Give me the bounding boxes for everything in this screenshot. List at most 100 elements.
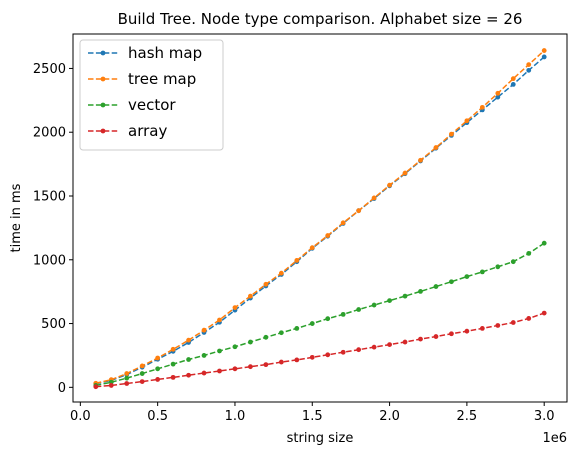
y-tick-label: 2500: [33, 62, 66, 77]
y-axis-title: time in ms: [9, 183, 24, 252]
data-point: [510, 259, 516, 265]
data-point: [155, 377, 161, 382]
data-point: [495, 323, 501, 328]
data-point: [464, 118, 470, 124]
plot-area: [93, 48, 547, 390]
data-point: [464, 328, 470, 334]
data-point: [526, 62, 532, 68]
data-point: [155, 366, 161, 372]
x-tick-label: 0.5: [147, 409, 168, 424]
data-point: [201, 353, 207, 358]
x-tick-label: 2.5: [457, 409, 478, 424]
series-tree-map: [93, 48, 547, 386]
legend-label: hash map: [128, 44, 202, 62]
data-point: [541, 54, 547, 60]
y-tick-label: 2000: [33, 126, 66, 141]
data-point: [495, 94, 501, 100]
data-point: [263, 362, 269, 368]
data-point: [449, 331, 454, 337]
data-point: [278, 270, 284, 276]
data-point: [433, 145, 439, 150]
data-point: [371, 344, 377, 350]
y-axis: 0 500 1000 1500 2000 2500: [33, 62, 73, 396]
data-point: [449, 131, 454, 137]
series-vector: [93, 240, 547, 388]
data-point: [263, 334, 269, 340]
data-point: [325, 233, 331, 238]
data-point: [232, 344, 238, 350]
data-point: [340, 220, 346, 226]
legend: hash map tree map vector array: [79, 39, 224, 151]
data-point: [108, 383, 114, 388]
data-point: [449, 279, 454, 285]
data-point: [541, 48, 547, 53]
plot-frame: [72, 33, 568, 403]
data-point: [170, 374, 176, 380]
data-point: [541, 310, 547, 316]
data-point: [418, 289, 423, 294]
data-point: [510, 81, 516, 87]
data-point: [186, 372, 191, 378]
y-tick-label: 1500: [33, 189, 66, 204]
data-point: [186, 357, 191, 362]
x-axis-offset-label: 1e6: [542, 431, 567, 446]
data-point: [294, 326, 300, 331]
data-point: [356, 347, 362, 353]
data-point: [510, 320, 516, 325]
data-point: [309, 321, 315, 326]
x-tick-label: 3.0: [534, 409, 555, 424]
data-point: [371, 302, 377, 308]
data-point: [124, 381, 130, 386]
data-point: [139, 379, 145, 384]
x-tick-label: 1.5: [302, 409, 323, 424]
data-point: [387, 342, 392, 347]
data-point: [387, 182, 392, 188]
legend-marker: [100, 128, 106, 134]
data-point: [217, 368, 222, 374]
data-point: [217, 348, 222, 354]
data-point: [263, 281, 269, 287]
series-line: [95, 56, 545, 385]
chart-title: Build Tree. Node type comparison. Alphab…: [118, 10, 523, 28]
data-point: [526, 250, 532, 256]
data-point: [325, 316, 331, 322]
data-point: [232, 366, 238, 372]
series-array: [93, 310, 547, 390]
data-point: [433, 334, 439, 339]
data-point: [170, 346, 176, 352]
legend-marker: [100, 102, 106, 108]
data-point: [186, 337, 191, 343]
series-line: [95, 242, 545, 387]
data-point: [309, 354, 315, 360]
data-point: [541, 240, 547, 246]
data-point: [309, 245, 315, 251]
y-tick-label: 500: [41, 317, 66, 332]
data-point: [526, 316, 532, 321]
series-line: [95, 312, 545, 388]
data-point: [155, 355, 161, 361]
y-tick-label: 1000: [33, 253, 66, 268]
series-line: [95, 50, 545, 384]
data-point: [139, 371, 145, 376]
legend-label: array: [128, 122, 167, 140]
x-tick-label: 0.0: [70, 409, 91, 424]
data-point: [418, 157, 423, 163]
data-point: [340, 311, 346, 317]
data-point: [325, 352, 331, 358]
data-point: [402, 293, 408, 299]
data-point: [510, 76, 516, 82]
data-point: [170, 361, 176, 367]
data-point: [479, 104, 485, 110]
legend-label: tree map: [128, 70, 196, 88]
data-point: [124, 371, 130, 376]
legend-marker: [100, 76, 106, 82]
data-point: [387, 298, 392, 303]
x-axis: 0.0 0.5 1.0 1.5 2.0 2.5 3.0: [70, 402, 555, 424]
legend-item: array: [88, 122, 167, 140]
data-point: [495, 264, 501, 270]
legend-item: vector: [88, 96, 176, 114]
legend-marker: [100, 50, 106, 56]
data-point: [294, 357, 300, 363]
data-point: [479, 326, 485, 331]
